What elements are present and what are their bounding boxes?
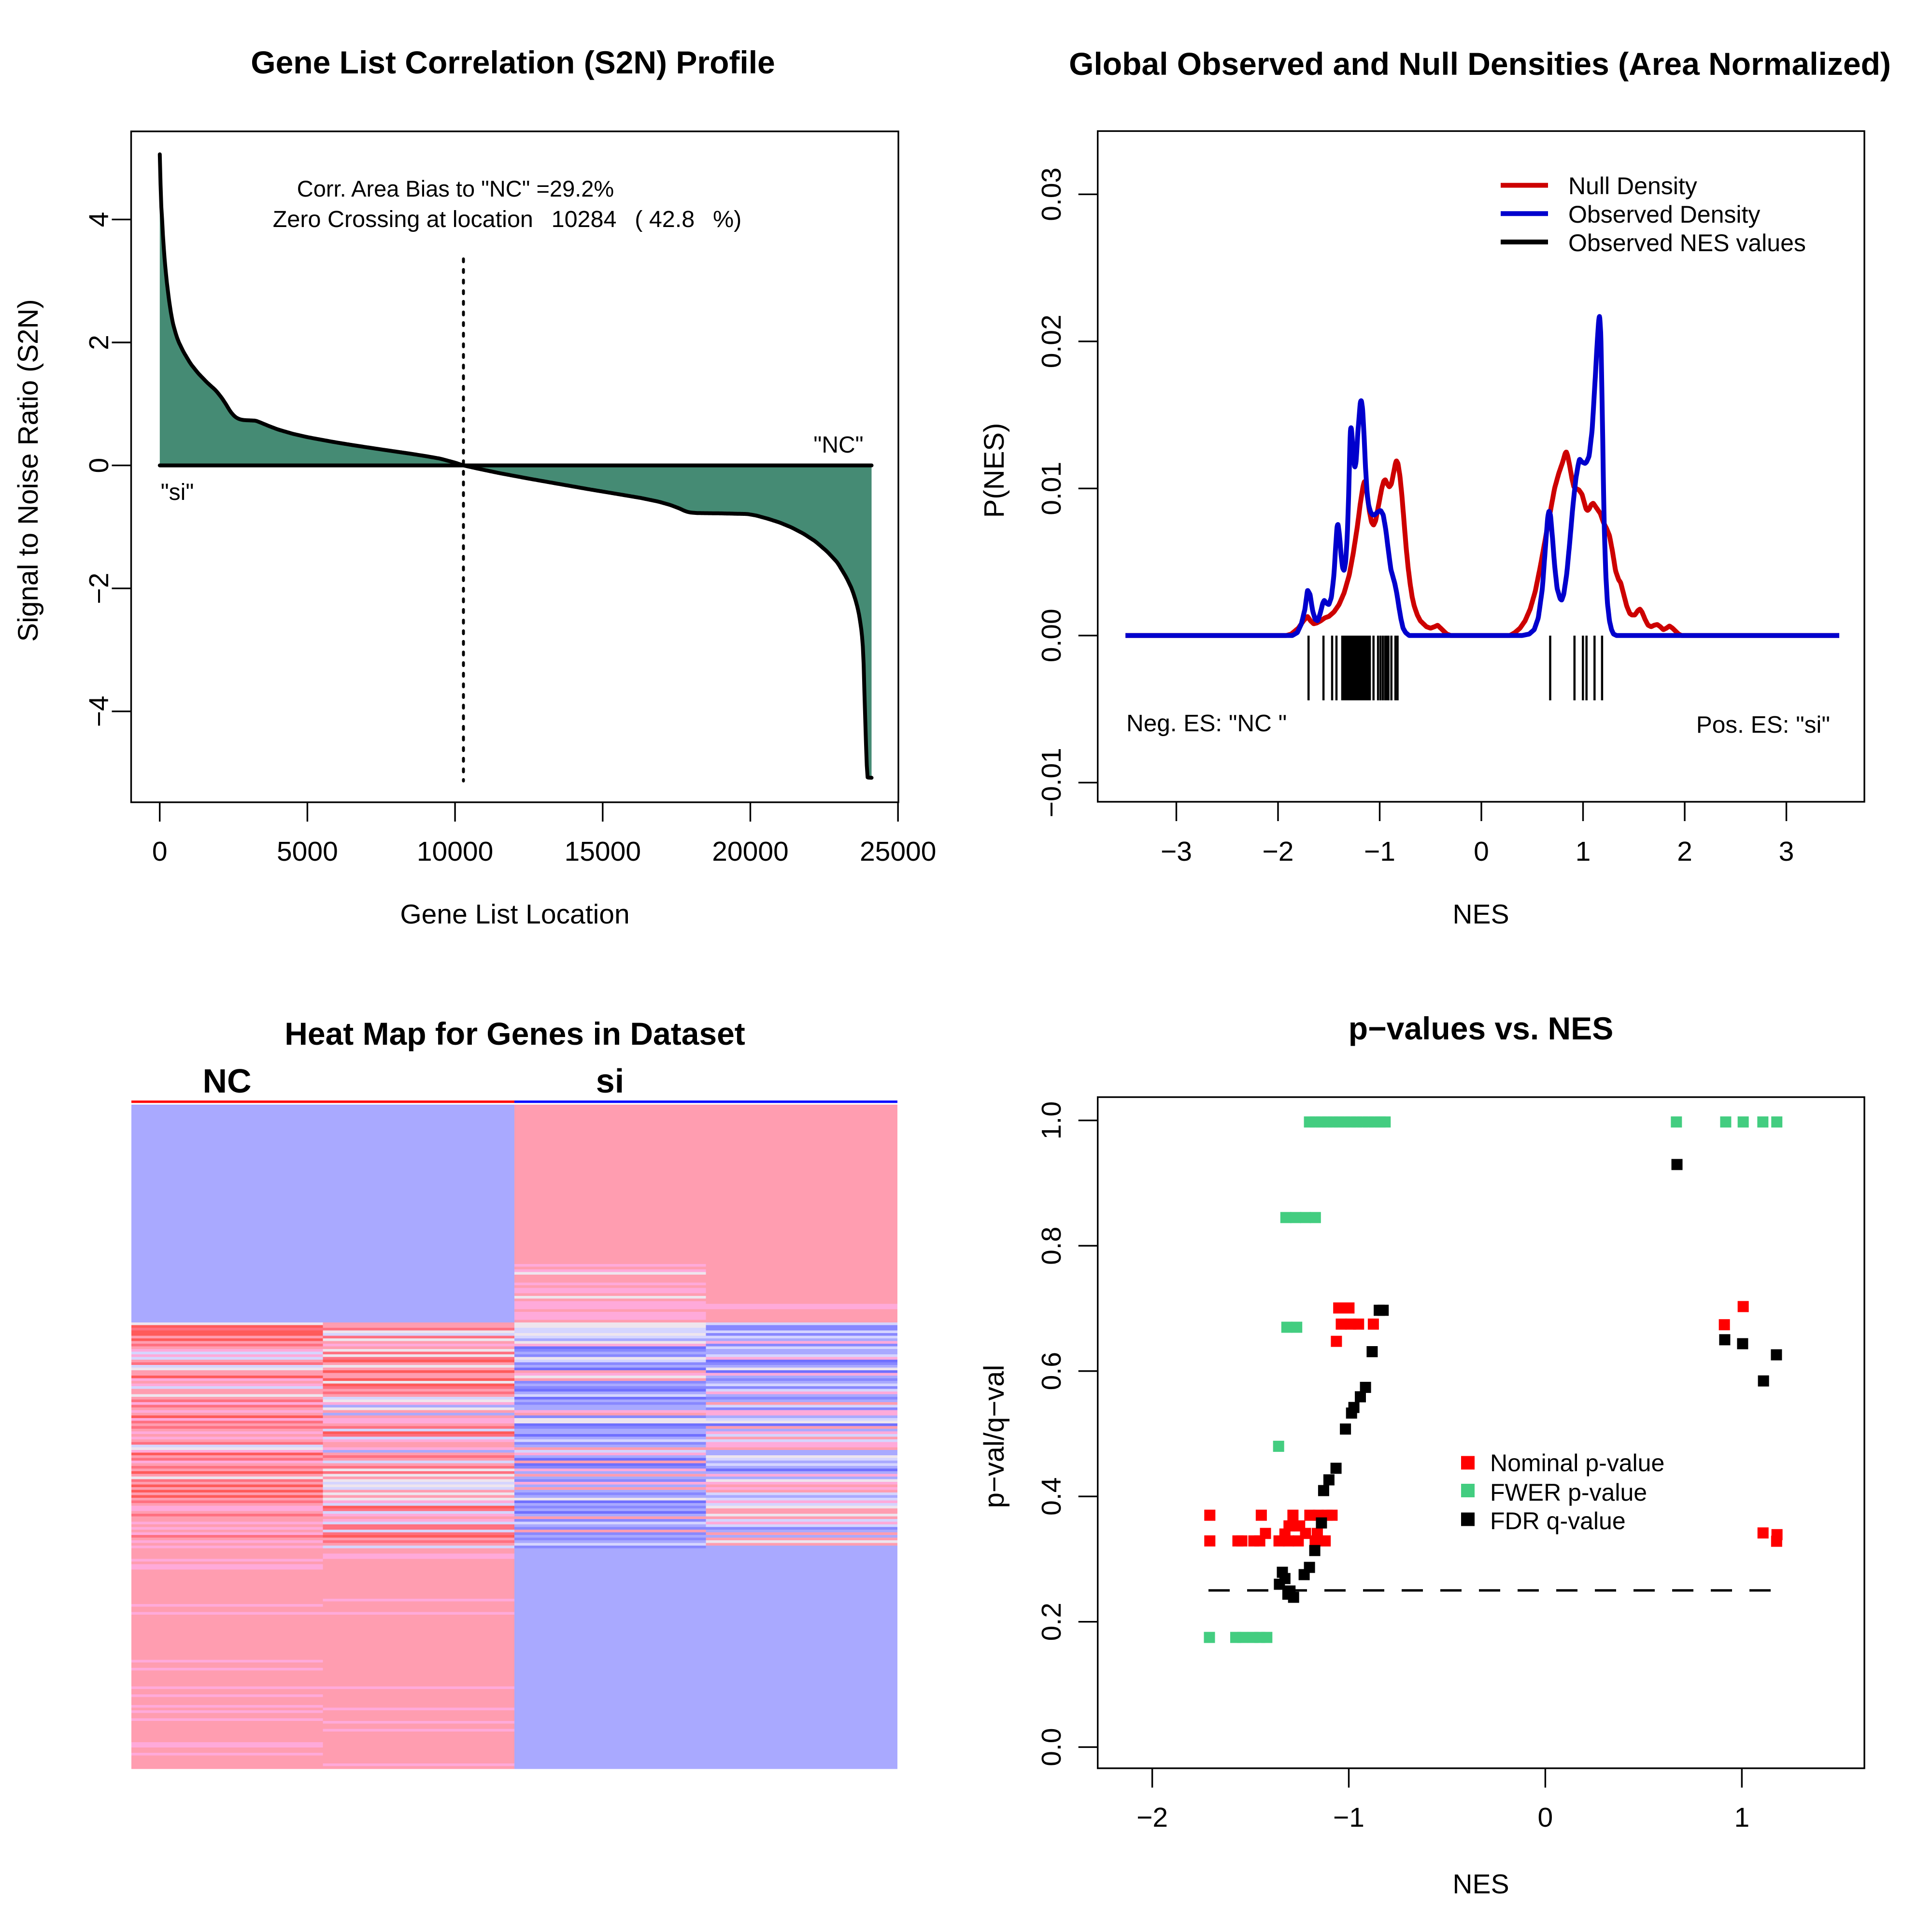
svg-text:0: 0 [1538, 1802, 1553, 1833]
svg-text:NES: NES [1452, 1869, 1509, 1900]
svg-text:1: 1 [1734, 1802, 1749, 1833]
svg-text:NES: NES [1452, 899, 1509, 930]
svg-text:NC: NC [202, 1062, 251, 1100]
svg-text:0.00: 0.00 [1036, 609, 1067, 662]
svg-text:1.0: 1.0 [1036, 1101, 1067, 1139]
svg-text:"si": "si" [161, 480, 194, 505]
svg-text:Global Observed and Null Densi: Global Observed and Null Densities (Area… [1069, 46, 1891, 82]
svg-text:p−values vs. NES: p−values vs. NES [1349, 1010, 1613, 1046]
svg-text:−2: −2 [1263, 836, 1294, 867]
svg-text:4: 4 [84, 212, 114, 227]
svg-text:−3: −3 [1161, 836, 1192, 867]
svg-text:1: 1 [1576, 836, 1591, 867]
svg-text:p−val/q−val: p−val/q−val [979, 1365, 1010, 1508]
svg-text:Signal to Noise Ratio (S2N): Signal to Noise Ratio (S2N) [13, 299, 44, 641]
svg-text:−4: −4 [84, 696, 114, 727]
svg-text:0: 0 [84, 458, 114, 473]
svg-text:10000: 10000 [417, 836, 494, 867]
svg-text:20000: 20000 [712, 836, 789, 867]
svg-text:0.4: 0.4 [1036, 1477, 1067, 1516]
svg-text:25000: 25000 [860, 836, 937, 867]
svg-text:0.8: 0.8 [1036, 1227, 1067, 1265]
svg-text:−0.01: −0.01 [1036, 748, 1067, 817]
svg-text:Neg. ES: "NC ": Neg. ES: "NC " [1126, 710, 1287, 737]
svg-text:−1: −1 [1364, 836, 1395, 867]
svg-text:FWER p-value: FWER p-value [1490, 1479, 1647, 1506]
svg-text:Pos. ES: "si": Pos. ES: "si" [1696, 711, 1830, 738]
svg-text:5000: 5000 [277, 836, 338, 867]
svg-text:−2: −2 [84, 573, 114, 604]
svg-text:0.2: 0.2 [1036, 1603, 1067, 1641]
svg-text:0.0: 0.0 [1036, 1728, 1067, 1766]
svg-text:2: 2 [1677, 836, 1692, 867]
svg-text:2: 2 [84, 335, 114, 350]
svg-text:Gene List Correlation (S2N) Pr: Gene List Correlation (S2N) Profile [251, 44, 775, 80]
svg-text:"NC": "NC" [813, 432, 863, 458]
svg-text:Observed NES values: Observed NES values [1568, 229, 1806, 256]
svg-text:0.02: 0.02 [1036, 314, 1067, 368]
svg-text:0.01: 0.01 [1036, 462, 1067, 515]
svg-text:FDR q-value: FDR q-value [1490, 1507, 1626, 1534]
svg-text:Zero Crossing at location 102: Zero Crossing at location 10284 ( 42.8 %… [273, 206, 741, 232]
svg-text:Observed Density: Observed Density [1568, 201, 1760, 228]
svg-text:Heat Map for Genes in Dataset: Heat Map for Genes in Dataset [284, 1016, 745, 1051]
svg-text:−1: −1 [1333, 1802, 1364, 1833]
svg-text:0.03: 0.03 [1036, 168, 1067, 221]
svg-text:Nominal p-value: Nominal p-value [1490, 1449, 1664, 1477]
svg-text:Null Density: Null Density [1568, 172, 1697, 199]
svg-text:0: 0 [152, 836, 168, 867]
svg-text:Corr. Area Bias to "NC" =29.2%: Corr. Area Bias to "NC" =29.2% [297, 176, 614, 201]
svg-text:si: si [596, 1062, 624, 1100]
svg-text:−2: −2 [1136, 1802, 1168, 1833]
svg-text:Gene List Location: Gene List Location [400, 899, 629, 930]
svg-text:15000: 15000 [565, 836, 641, 867]
svg-text:3: 3 [1779, 836, 1794, 867]
svg-text:0.6: 0.6 [1036, 1352, 1067, 1390]
svg-text:P(NES): P(NES) [979, 423, 1010, 518]
svg-text:0: 0 [1474, 836, 1489, 867]
